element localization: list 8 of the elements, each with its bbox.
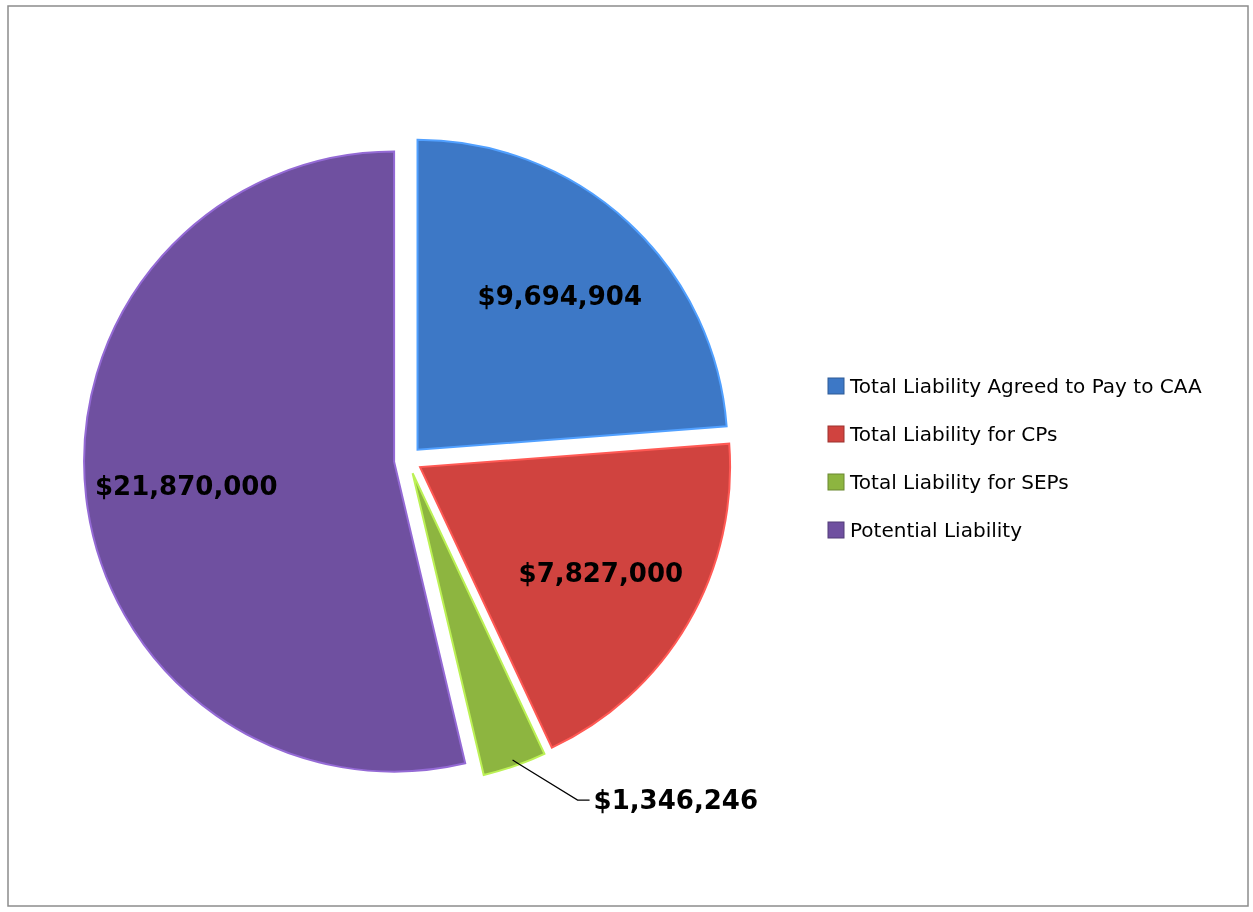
legend-label: Potential Liability [850,518,1023,542]
data-label: $1,346,246 [593,785,759,816]
legend-label: Total Liability for CPs [849,422,1058,446]
data-label: $7,827,000 [518,557,684,588]
data-label: $9,694,904 [477,281,643,312]
legend-label: Total Liability Agreed to Pay to CAA [849,374,1202,398]
legend-label: Total Liability for SEPs [849,470,1069,494]
data-label: $21,870,000 [94,470,278,501]
